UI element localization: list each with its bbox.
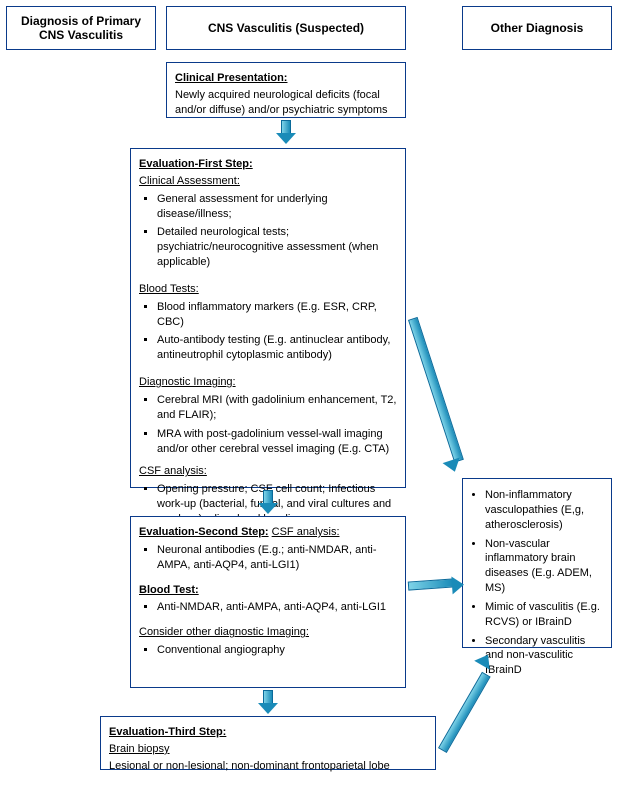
list-item: Secondary vasculitis and non-vasculitic …: [485, 634, 603, 679]
step3-box: Evaluation-Third Step: Brain biopsy Lesi…: [100, 716, 436, 770]
arrow-step1-to-other: [408, 320, 468, 480]
list-item: Cerebral MRI (with gadolinium enhancemen…: [157, 393, 397, 423]
step1-title: Evaluation-First Step:: [139, 158, 253, 170]
other-list: Non-inflammatory vasculopathies (E,g, at…: [471, 488, 603, 678]
list-item: Non-vascular inflammatory brain diseases…: [485, 537, 603, 596]
step1-img-label: Diagnostic Imaging:: [139, 376, 236, 388]
step2-title: Evaluation-Second Step:: [139, 526, 269, 538]
list-item: Auto-antibody testing (E.g. antinuclear …: [157, 333, 397, 363]
step1-img-list: Cerebral MRI (with gadolinium enhancemen…: [139, 393, 397, 456]
step2-blood-list: Anti-NMDAR, anti-AMPA, anti-AQP4, anti-L…: [139, 600, 397, 615]
step1-ca-list: General assessment for underlying diseas…: [139, 192, 397, 270]
step3-title: Evaluation-Third Step:: [109, 726, 226, 738]
step1-blood-label: Blood Tests:: [139, 283, 199, 295]
clinical-title: Clinical Presentation:: [175, 72, 287, 84]
list-item: Mimic of vasculitis (E.g. RCVS) or IBrai…: [485, 600, 603, 630]
header-center: CNS Vasculitis (Suspected): [166, 6, 406, 50]
list-item: General assessment for underlying diseas…: [157, 192, 397, 222]
header-right-label: Other Diagnosis: [491, 21, 584, 35]
step2-img-label: Consider other diagnostic Imaging:: [139, 626, 309, 638]
arrow-down-1: [276, 120, 296, 144]
list-item: Neuronal antibodies (E.g.; anti-NMDAR, a…: [157, 543, 397, 573]
step2-csf-label: CSF analysis:: [272, 526, 340, 538]
list-item: MRA with post-gadolinium vessel-wall ima…: [157, 427, 397, 457]
clinical-presentation-box: Clinical Presentation: Newly acquired ne…: [166, 62, 406, 118]
list-item: Non-inflammatory vasculopathies (E,g, at…: [485, 488, 603, 533]
list-item: Detailed neurological tests; psychiatric…: [157, 225, 397, 270]
step2-blood-label: Blood Test:: [139, 584, 199, 596]
header-left-label: Diagnosis of Primary CNS Vasculitis: [15, 14, 147, 42]
step1-csf-label: CSF analysis:: [139, 465, 207, 477]
step2-csf-list: Neuronal antibodies (E.g.; anti-NMDAR, a…: [139, 543, 397, 573]
clinical-text: Newly acquired neurological deficits (fo…: [175, 88, 397, 118]
list-item: Blood inflammatory markers (E.g. ESR, CR…: [157, 300, 397, 330]
list-item: Conventional angiography: [157, 643, 397, 658]
arrow-down-3: [258, 690, 278, 714]
header-right: Other Diagnosis: [462, 6, 612, 50]
step3-text: Lesional or non-lesional; non-dominant f…: [109, 759, 427, 774]
step1-blood-list: Blood inflammatory markers (E.g. ESR, CR…: [139, 300, 397, 363]
step2-box: Evaluation-Second Step: CSF analysis: Ne…: [130, 516, 406, 688]
list-item: Anti-NMDAR, anti-AMPA, anti-AQP4, anti-L…: [157, 600, 397, 615]
step3-sub: Brain biopsy: [109, 743, 170, 755]
header-center-label: CNS Vasculitis (Suspected): [208, 21, 364, 35]
step1-box: Evaluation-First Step: Clinical Assessme…: [130, 148, 406, 488]
header-left: Diagnosis of Primary CNS Vasculitis: [6, 6, 156, 50]
step1-ca-label: Clinical Assessment:: [139, 175, 240, 187]
arrow-down-2: [258, 490, 278, 514]
step2-img-list: Conventional angiography: [139, 643, 397, 658]
other-diagnosis-box: Non-inflammatory vasculopathies (E,g, at…: [462, 478, 612, 648]
